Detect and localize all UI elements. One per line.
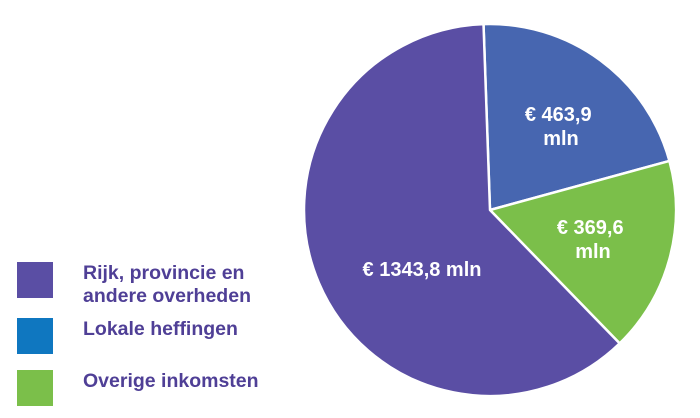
legend-label-lokale-line-1: Lokale heffingen	[83, 318, 238, 340]
slice-label-overige-line-2: mln	[575, 241, 611, 263]
pie-slice-overige-inkomsten	[488, 159, 678, 345]
slice-label-lokale-heffingen: € 463,9 mln	[525, 104, 597, 150]
legend-item-lokale-heffingen: Lokale heffingen	[17, 318, 313, 354]
slice-label-overige-line-1: € 369,6	[557, 217, 624, 239]
legend-label-lokale-heffingen: Lokale heffingen	[83, 318, 313, 341]
legend-swatch-lokale-heffingen	[17, 318, 53, 354]
legend-swatch-overige-inkomsten	[17, 370, 53, 406]
slice-label-rijk: € 1343,8 mln	[363, 259, 482, 281]
slice-label-overige-inkomsten: € 369,6 mln	[557, 217, 629, 263]
legend-item-rijk: Rijk, provincie en andere overheden	[17, 262, 313, 308]
legend-label-rijk-line-2: andere overheden	[83, 285, 251, 307]
slice-label-lokale-line-1: € 463,9	[525, 104, 592, 126]
legend-item-overige-inkomsten: Overige inkomsten	[17, 370, 313, 406]
legend-swatch-rijk	[17, 262, 53, 298]
pie-slice-lokale-heffingen	[482, 22, 671, 212]
legend-label-overige-inkomsten: Overige inkomsten	[83, 370, 313, 393]
pie-slices	[302, 22, 678, 398]
legend-label-overige-line-1: Overige inkomsten	[83, 370, 259, 392]
legend-label-rijk-line-1: Rijk, provincie en	[83, 262, 245, 284]
slice-label-lokale-line-2: mln	[543, 128, 579, 150]
pie-slice-rijk	[302, 22, 621, 398]
legend-label-rijk: Rijk, provincie en andere overheden	[83, 262, 313, 308]
